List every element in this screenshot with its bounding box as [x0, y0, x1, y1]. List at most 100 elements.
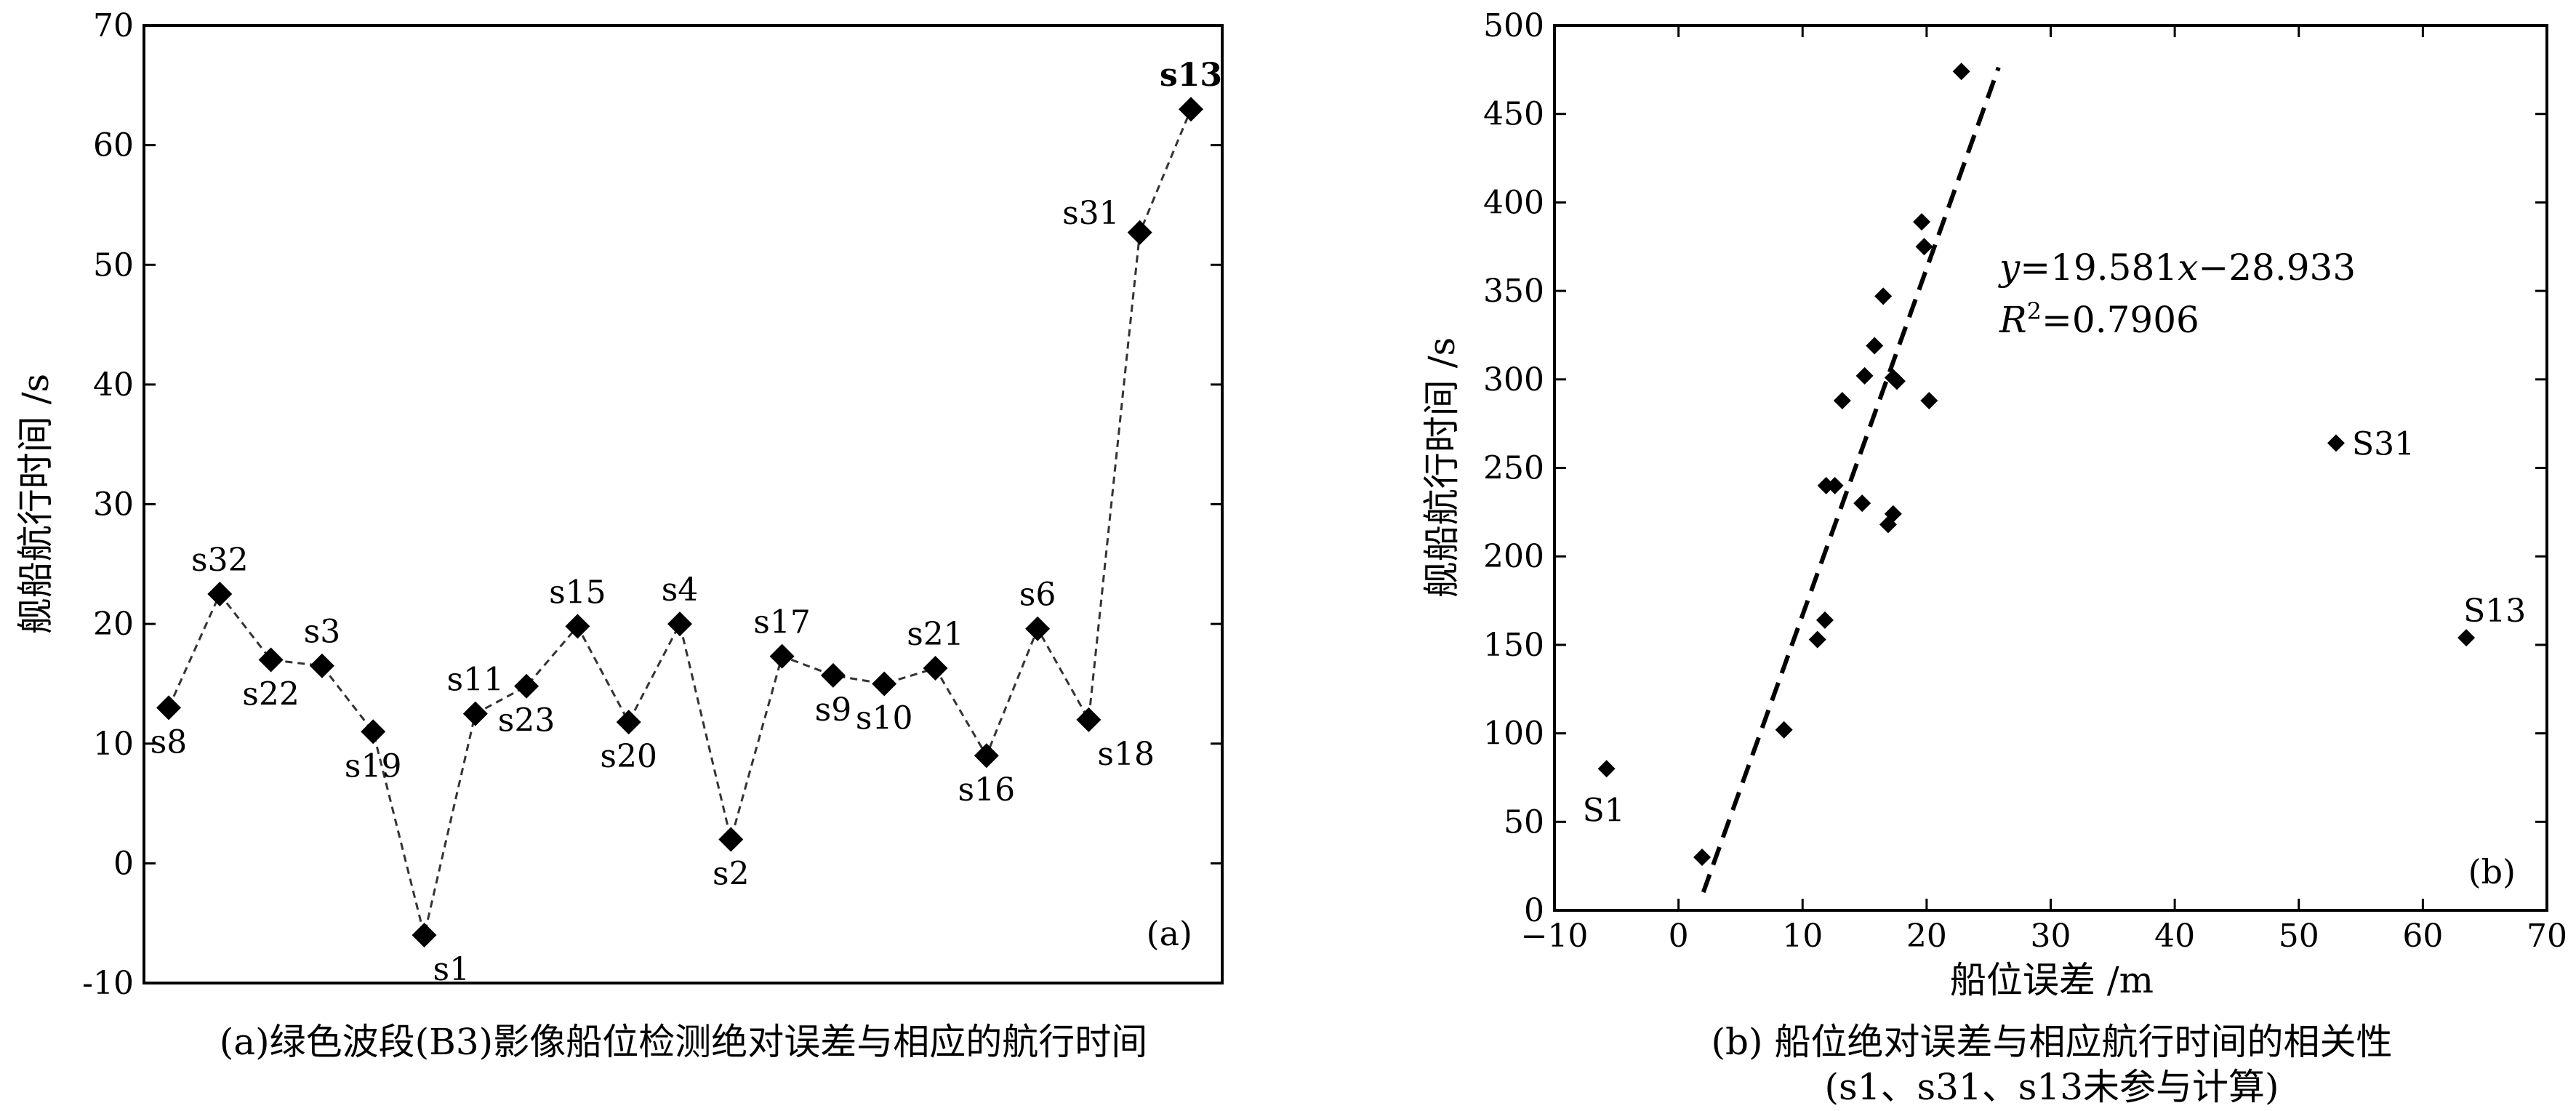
x-tick-label: −10 — [1521, 918, 1589, 955]
point-label-s20: s20 — [600, 738, 657, 775]
data-point-s3 — [309, 653, 334, 678]
point-label-s10: s10 — [856, 699, 913, 737]
excluded-point-S31 — [2327, 434, 2345, 452]
y-tick-label: 50 — [93, 246, 134, 284]
point-label-s1: s1 — [433, 951, 470, 988]
scatter-point — [1952, 63, 1970, 81]
point-label-s19: s19 — [345, 747, 402, 785]
x-tick-label: 50 — [2279, 918, 2319, 955]
point-label-s32: s32 — [191, 542, 249, 579]
point-label-s8: s8 — [151, 723, 188, 761]
x-tick-label: 40 — [2154, 918, 2195, 955]
y-tick-label: 300 — [1483, 361, 1544, 398]
panel-b-caption: (b) 船位绝对误差与相应航行时间的相关性 — [1712, 1021, 2393, 1063]
point-label-s16: s16 — [958, 771, 1016, 809]
excluded-point-label-S13: S13 — [2463, 593, 2526, 630]
point-label-s13: s13 — [1160, 57, 1222, 94]
data-point-s32 — [207, 581, 233, 606]
data-point-s4 — [667, 611, 692, 637]
y-tick-label: 350 — [1483, 273, 1544, 310]
point-label-s3: s3 — [304, 614, 341, 651]
y-tick-label: 450 — [1483, 96, 1544, 133]
data-point-s11 — [462, 701, 488, 726]
point-label-s22: s22 — [242, 676, 300, 713]
data-point-s10 — [872, 671, 897, 697]
excluded-point-label-S31: S31 — [2352, 425, 2415, 462]
scatter-point — [1887, 372, 1906, 390]
panel-b-chart: −10 0 10 20 30 40 50 60 700501001502002503003504… — [1421, 7, 2567, 1108]
y-tick-label: 20 — [93, 606, 134, 643]
data-point-s13 — [1179, 97, 1203, 122]
panel-a-y-axis-title: 舰船航行时间 /s — [15, 374, 57, 634]
excluded-point-label-S1: S1 — [1583, 792, 1625, 829]
y-tick-label: 70 — [93, 7, 134, 44]
scatter-point — [1775, 721, 1793, 739]
y-tick-label: 0 — [113, 845, 134, 882]
data-point-s19 — [361, 719, 386, 745]
data-point-s15 — [565, 614, 590, 639]
data-point-s20 — [616, 710, 641, 735]
data-point-s31 — [1127, 220, 1152, 245]
scatter-point — [1874, 287, 1893, 305]
scatter-point — [1826, 476, 1844, 494]
regression-equation: y=19.581x−28.933 — [1998, 246, 2356, 289]
x-tick-label: 0 — [1669, 918, 1689, 955]
data-point-s9 — [820, 662, 846, 688]
point-label-s9: s9 — [815, 691, 852, 729]
scatter-point — [1884, 505, 1902, 523]
y-tick-label: 500 — [1483, 7, 1544, 44]
point-label-s11: s11 — [447, 662, 505, 699]
data-point-s16 — [974, 743, 999, 769]
point-label-s2: s2 — [713, 855, 750, 892]
x-tick-label: 70 — [2527, 918, 2567, 955]
scatter-point — [1866, 337, 1884, 355]
scatter-point — [1833, 392, 1851, 410]
scatter-point — [1853, 494, 1871, 513]
data-point-s2 — [718, 827, 744, 852]
point-label-s23: s23 — [498, 702, 555, 739]
panel-b-caption-note: (s1、s31、s13未参与计算) — [1824, 1066, 2279, 1108]
y-tick-label: 200 — [1483, 538, 1544, 575]
trendline — [1701, 66, 2001, 894]
point-label-s18: s18 — [1097, 736, 1155, 773]
point-label-s15: s15 — [549, 574, 606, 611]
x-tick-label: 60 — [2402, 918, 2443, 955]
point-label-s31: s31 — [1062, 195, 1120, 232]
panel-a-tag: (a) — [1147, 914, 1192, 953]
data-point-s23 — [514, 673, 539, 699]
y-tick-label: 50 — [1504, 803, 1544, 841]
y-tick-label: 250 — [1483, 450, 1544, 487]
y-tick-label: 150 — [1483, 627, 1544, 664]
panel-a-caption: (a)绿色波段(B3)影像船位检测绝对误差与相应的航行时间 — [220, 1021, 1147, 1063]
point-label-s4: s4 — [662, 571, 699, 609]
point-label-s6: s6 — [1019, 577, 1056, 614]
data-point-s21 — [923, 656, 948, 681]
scatter-point — [1808, 630, 1826, 649]
scatter-point — [1915, 238, 1933, 256]
point-label-s21: s21 — [907, 616, 964, 653]
panel-b-tag: (b) — [2468, 852, 2516, 891]
scatter-point — [1913, 213, 1931, 231]
y-tick-label: 30 — [93, 486, 134, 524]
series-line — [167, 108, 1192, 936]
data-point-s8 — [156, 695, 181, 721]
data-point-s17 — [769, 643, 795, 669]
scatter-point — [1920, 392, 1938, 410]
y-tick-label: -10 — [82, 965, 134, 1002]
excluded-point-S13 — [2457, 629, 2476, 647]
panel-b-y-axis-title: 舰船航行时间 /s — [1421, 337, 1463, 598]
y-tick-label: 100 — [1483, 715, 1544, 753]
data-point-s6 — [1025, 616, 1051, 641]
scatter-point — [1815, 611, 1834, 629]
data-point-s1 — [412, 923, 437, 948]
y-tick-label: 0 — [1524, 892, 1544, 929]
panel-a-plot-frame — [143, 24, 1224, 984]
panel-b-plot-frame — [1553, 24, 2548, 912]
scatter-point — [1855, 366, 1874, 385]
scatter-point — [1693, 848, 1712, 866]
y-tick-label: 10 — [93, 726, 134, 763]
x-tick-label: 30 — [2031, 918, 2071, 955]
panel-b-x-axis-title: 船位误差 /m — [1950, 959, 2154, 1001]
